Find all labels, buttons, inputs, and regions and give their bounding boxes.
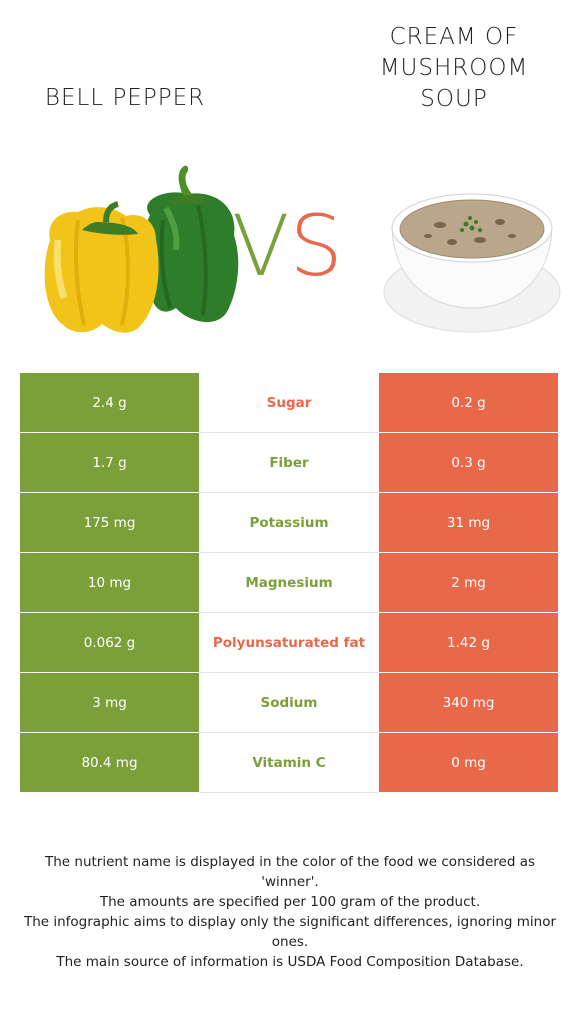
right-value: 0.3 g (379, 432, 558, 493)
left-value: 175 mg (20, 492, 199, 553)
mushroom-pieces-icon (424, 219, 516, 245)
left-value: 0.062 g (20, 612, 199, 673)
nutrient-name: Fiber (199, 432, 379, 493)
green-pepper-icon (142, 165, 239, 323)
nutrient-name: Polyunsaturated fat (199, 612, 379, 673)
table-row: 10 mg Magnesium 2 mg (20, 552, 558, 613)
left-value: 2.4 g (20, 373, 199, 433)
right-value: 340 mg (379, 672, 558, 733)
parsley-icon (460, 216, 482, 232)
right-value: 31 mg (379, 492, 558, 553)
right-value: 0.2 g (379, 373, 558, 433)
footnote: The nutrient name is displayed in the co… (44, 854, 536, 890)
nutrient-name: Potassium (199, 492, 379, 553)
yellow-pepper-icon (44, 201, 159, 333)
table-row: 3 mg Sodium 340 mg (20, 672, 558, 733)
mushroom-soup-image (383, 193, 561, 333)
left-value: 1.7 g (20, 432, 199, 493)
vs-letter-v: V (232, 197, 290, 295)
right-value: 1.42 g (379, 612, 558, 673)
footnote: The main source of information is USDA F… (56, 954, 524, 970)
table-row: 1.7 g Fiber 0.3 g (20, 432, 558, 493)
footnote: The infographic aims to display only the… (23, 914, 557, 950)
left-value: 10 mg (20, 552, 199, 613)
right-value: 2 mg (379, 552, 558, 613)
footnotes: The nutrient name is displayed in the co… (20, 852, 560, 972)
bell-pepper-image (44, 165, 239, 333)
nutrient-name: Sodium (199, 672, 379, 733)
nutrient-name: Sugar (199, 373, 379, 433)
left-food-title: BELL PEPPER (44, 85, 206, 111)
vs-letter-s: S (289, 197, 343, 295)
table-row: 175 mg Potassium 31 mg (20, 492, 558, 553)
right-value: 0 mg (379, 732, 558, 793)
nutrient-name: Magnesium (199, 552, 379, 613)
nutrient-name: Vitamin C (199, 732, 379, 793)
footnote: The amounts are specified per 100 gram o… (99, 894, 481, 910)
vs-label: VS (232, 196, 343, 296)
left-value: 3 mg (20, 672, 199, 733)
table-row: 0.062 g Polyunsaturated fat 1.42 g (20, 612, 558, 673)
table-row: 2.4 g Sugar 0.2 g (20, 373, 558, 433)
left-value: 80.4 mg (20, 732, 199, 793)
comparison-table: 2.4 g Sugar 0.2 g 1.7 g Fiber 0.3 g 175 mg Pota… (20, 373, 558, 793)
right-food-title: CREAM OF MUSHROOM SOUP (379, 24, 529, 112)
